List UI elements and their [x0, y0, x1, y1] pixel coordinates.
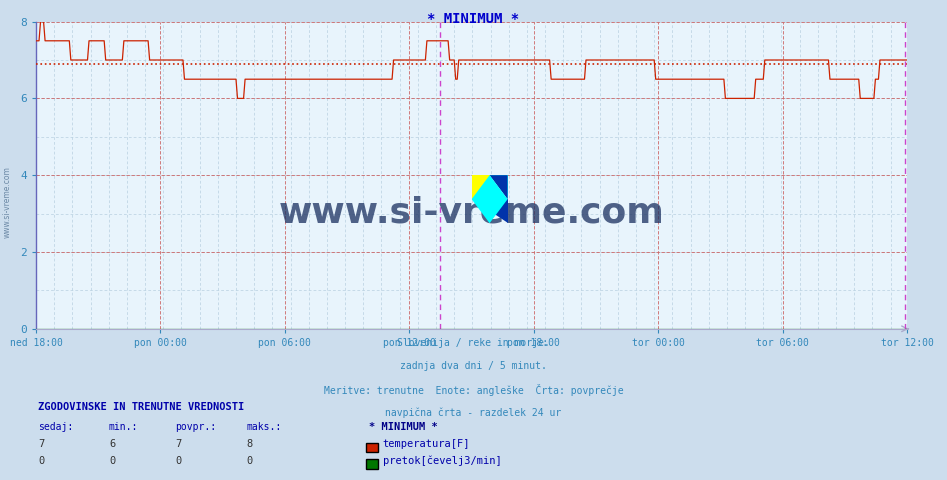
Text: pretok[čevelj3/min]: pretok[čevelj3/min] [383, 456, 501, 466]
Text: 0: 0 [175, 456, 182, 466]
Text: navpična črta - razdelek 24 ur: navpična črta - razdelek 24 ur [385, 408, 562, 418]
Text: www.si-vreme.com: www.si-vreme.com [3, 166, 12, 238]
Polygon shape [490, 175, 508, 199]
Text: Slovenija / reke in morje.: Slovenija / reke in morje. [397, 338, 550, 348]
Text: povpr.:: povpr.: [175, 421, 216, 432]
Text: maks.:: maks.: [246, 421, 281, 432]
Polygon shape [472, 175, 490, 199]
Bar [472, 175, 490, 199]
Text: 0: 0 [246, 456, 253, 466]
Text: 7: 7 [175, 439, 182, 449]
Text: 7: 7 [38, 439, 45, 449]
Text: * MINIMUM *: * MINIMUM * [427, 12, 520, 26]
Text: 0: 0 [38, 456, 45, 466]
Text: zadnja dva dni / 5 minut.: zadnja dva dni / 5 minut. [400, 361, 547, 372]
Text: ZGODOVINSKE IN TRENUTNE VREDNOSTI: ZGODOVINSKE IN TRENUTNE VREDNOSTI [38, 402, 244, 412]
Text: 8: 8 [246, 439, 253, 449]
Text: www.si-vreme.com: www.si-vreme.com [278, 195, 665, 229]
Polygon shape [490, 175, 508, 199]
Polygon shape [472, 199, 508, 223]
Text: Meritve: trenutne  Enote: angleške  Črta: povprečje: Meritve: trenutne Enote: angleške Črta: … [324, 384, 623, 396]
Text: 0: 0 [109, 456, 116, 466]
Text: min.:: min.: [109, 421, 138, 432]
Text: temperatura[F]: temperatura[F] [383, 439, 470, 449]
Text: sedaj:: sedaj: [38, 421, 73, 432]
Text: 6: 6 [109, 439, 116, 449]
Polygon shape [472, 175, 508, 223]
Text: * MINIMUM *: * MINIMUM * [369, 421, 438, 432]
